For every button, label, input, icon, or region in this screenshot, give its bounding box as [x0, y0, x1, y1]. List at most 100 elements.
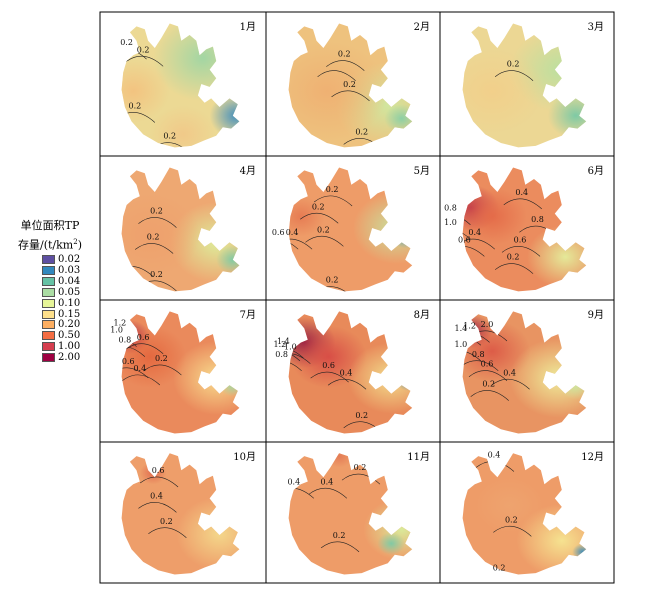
contour-line — [468, 370, 508, 381]
contour-line — [341, 473, 381, 485]
legend-title-line2: 存量/(t/km2) — [0, 235, 100, 253]
lake-surface — [121, 453, 240, 575]
contour-label: 0.4 — [340, 368, 353, 377]
contour-line — [288, 238, 299, 250]
contour-line — [121, 112, 156, 123]
contour-label: 0.2 — [150, 207, 163, 216]
contour-label: 0.6 — [481, 360, 494, 369]
contour-label: 0.8 — [119, 336, 132, 345]
legend-swatch — [42, 255, 55, 264]
contour-label: 0.6 — [514, 235, 527, 244]
concentration-field — [391, 225, 413, 249]
legend-title-suffix: ) — [77, 238, 82, 252]
contour-line — [494, 263, 534, 274]
legend-swatch — [42, 320, 55, 330]
concentration-field — [572, 543, 587, 561]
legend-swatch — [42, 298, 55, 308]
concentration-field — [353, 192, 413, 264]
concentration-field — [325, 453, 353, 468]
legend-swatch — [42, 353, 55, 363]
legend-label: 0.04 — [58, 275, 81, 287]
contour-label: 0.2 — [312, 202, 325, 211]
contour-line — [124, 56, 164, 67]
contour-line — [493, 526, 532, 537]
contour-label: 0.6 — [152, 466, 165, 475]
contour-label: 0.2 — [326, 276, 339, 285]
contour-line — [288, 347, 304, 359]
contour-label: 1.4 — [277, 337, 290, 346]
legend-label: 0.03 — [58, 264, 81, 276]
contour-line — [326, 60, 365, 71]
legend-swatch — [42, 342, 55, 352]
lake-surface — [288, 453, 413, 575]
contour-line — [327, 378, 367, 390]
contour-label: 1.4 — [455, 324, 468, 333]
concentration-field — [219, 373, 240, 397]
concentration-field — [363, 498, 413, 561]
concentration-field — [474, 477, 545, 534]
contour-label: 0.2 — [507, 253, 520, 262]
contour-label: 0.2 — [354, 463, 367, 472]
contour-line — [121, 266, 154, 277]
contour-line — [308, 488, 348, 499]
month-label: 2月 — [414, 21, 430, 33]
legend-label: 0.20 — [58, 319, 81, 331]
legend-title-superscript: 2 — [73, 238, 78, 246]
contour-label: 0.4 — [286, 228, 299, 237]
map-panel: 0.81.00.60.40.40.60.20.86月 — [444, 165, 604, 292]
contour-label: 1.0 — [455, 340, 468, 349]
contour-label: 0.8 — [444, 204, 457, 213]
legend-swatch — [42, 287, 55, 297]
map-panel: 0.2 0.2 0.2 0.2 1月 — [120, 21, 256, 148]
concentration-field — [347, 342, 413, 414]
contour-label: 0.2 — [343, 80, 356, 89]
legend-swatch — [42, 276, 55, 286]
contour-line — [503, 198, 542, 210]
month-label: 4月 — [240, 165, 256, 177]
contour-line — [462, 350, 482, 362]
legend-label: 0.15 — [58, 308, 81, 320]
legend-label: 0.10 — [58, 297, 81, 309]
contour-label: 0.2 — [338, 50, 351, 59]
month-label: 12月 — [581, 451, 604, 463]
grid-frame — [99, 11, 615, 584]
map-panel: 0.2 0.4 0.4 0.2 11月 — [287, 451, 430, 575]
concentration-field — [558, 371, 587, 400]
month-label: 7月 — [240, 309, 256, 321]
map-panel: 0.2 3月 — [462, 21, 604, 148]
concentration-field — [290, 325, 367, 389]
legend-title-line1: 单位面积TP — [20, 219, 80, 232]
contour-label: 0.2 — [120, 38, 133, 47]
legend-label: 1.00 — [58, 341, 81, 353]
contour-label: 0.2 — [355, 411, 368, 420]
map-panel: 0.4 0.2 0.2 12月 — [462, 451, 604, 575]
contour-label: 0.4 — [150, 491, 163, 500]
map-panel: 0.2 0.2 0.2 2月 — [288, 21, 430, 148]
contour-label: 0.4 — [503, 368, 516, 377]
contour-line — [313, 195, 353, 207]
contour-label: 2.0 — [481, 320, 494, 329]
month-label: 3月 — [588, 21, 604, 33]
concentration-field — [509, 338, 587, 418]
contour-line — [501, 246, 541, 257]
contour-label: 0.2 — [150, 270, 163, 279]
contour-line — [462, 334, 482, 346]
contour-label: 0.4 — [515, 188, 528, 197]
contour-label: 0.8 — [531, 215, 544, 224]
map-panel: 0.2 0.2 0.2 4月 — [121, 165, 256, 292]
contour-label: 0.2 — [482, 380, 495, 389]
contour-line — [300, 212, 339, 224]
contour-line — [134, 243, 174, 254]
contour-line — [143, 364, 182, 376]
contour-line — [462, 214, 471, 225]
contour-label: 0.2 — [507, 60, 520, 69]
contour-line — [462, 238, 496, 250]
map-panel: 1.00.8 0.60.60.40.21.27月 — [110, 309, 256, 434]
concentration-field — [377, 532, 406, 555]
concentration-field — [121, 59, 170, 123]
contour-label: 0.4 — [321, 477, 334, 486]
contour-label: 0.2 — [505, 515, 518, 524]
concentration-field — [527, 225, 587, 289]
concentration-field — [149, 105, 217, 148]
contour-line — [310, 371, 349, 383]
